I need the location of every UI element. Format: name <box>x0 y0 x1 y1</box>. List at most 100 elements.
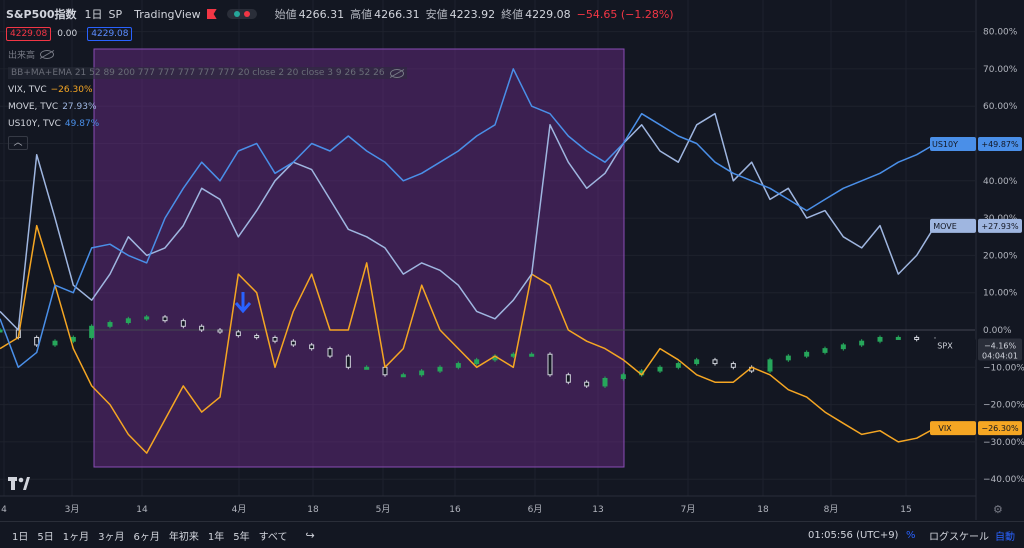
legend-value: −26.30% <box>50 85 93 95</box>
range-6m-button[interactable]: 6ヶ月 <box>133 531 160 543</box>
volume-label: 出来高 <box>8 51 36 61</box>
range-1m-button[interactable]: 1ヶ月 <box>62 531 90 543</box>
market-status-icon[interactable] <box>226 9 257 19</box>
legend-value: 27.93% <box>62 102 97 112</box>
time-tick-label: 18 <box>307 505 319 515</box>
spx-candle <box>345 355 351 368</box>
tradingview-logo-icon[interactable] <box>8 477 32 495</box>
range-1y-button[interactable]: 1年 <box>207 531 225 543</box>
range-ytd-button[interactable]: 年初来 <box>168 531 199 543</box>
spx-candle <box>272 336 278 342</box>
symbol-header: S&P500指数 1日 SP TradingView 始値 4266.31 高値 4… <box>6 4 674 24</box>
spx-candle <box>125 318 131 324</box>
clock[interactable]: 01:05:56 (UTC+9) <box>808 529 899 541</box>
down-arrow-icon <box>234 292 252 314</box>
spx-candle <box>657 366 663 372</box>
spx-candle <box>914 336 920 340</box>
spx-candle <box>327 348 333 357</box>
price-label-value: +27.93% <box>981 222 1019 231</box>
auto-scale-toggle[interactable]: 自動 <box>995 531 1015 543</box>
time-tick-label: 18 <box>757 505 769 515</box>
price-tick-label: 20.00% <box>983 251 1018 261</box>
symbol-name[interactable]: S&P500指数 <box>6 8 77 21</box>
spx-candle <box>602 377 608 387</box>
spx-candle <box>455 363 461 368</box>
timeframe[interactable]: 1日 <box>84 8 103 21</box>
spx-candle <box>144 316 150 320</box>
price-label-value: −26.30% <box>981 424 1019 433</box>
spx-candle <box>547 353 553 376</box>
price-tick-label: −30.00% <box>983 438 1024 448</box>
range-1d-button[interactable]: 1日 <box>12 531 29 543</box>
volume-indicator[interactable]: 出来高 <box>8 48 55 61</box>
time-tick-label: 4月 <box>232 504 247 515</box>
buy-button[interactable]: 4229.08 <box>87 27 133 41</box>
range-5d-button[interactable]: 5日 <box>37 531 54 543</box>
time-tick-label: 13 <box>592 505 603 515</box>
legend-name: US10Y, TVC <box>8 119 61 129</box>
calendar-goto-icon[interactable]: ↪ <box>305 528 315 542</box>
time-scale: 4 3月 14 4月 18 5月 16 6月 13 7月 18 8月 15 <box>1 504 912 515</box>
price-tick-label: −40.00% <box>983 475 1024 485</box>
legend-move[interactable]: MOVE, TVC 27.93% <box>8 102 97 112</box>
spx-candle <box>785 355 791 361</box>
spx-candle <box>180 320 186 327</box>
price-label-bg <box>930 421 976 436</box>
spx-candle <box>419 370 425 376</box>
open-value: 4266.31 <box>298 7 345 21</box>
price-label-bg <box>930 218 976 233</box>
grid <box>0 0 975 496</box>
eye-hidden-icon[interactable] <box>389 68 404 78</box>
indicator-legend[interactable]: BB+MA+EMA 21 52 89 200 777 777 777 777 7… <box>8 67 407 79</box>
range-5y-button[interactable]: 5年 <box>233 531 250 543</box>
spx-candle <box>877 336 883 342</box>
percent-toggle[interactable]: % <box>906 529 916 541</box>
trade-row: 4229.08 0.00 4229.08 <box>6 27 133 41</box>
time-tick-label: 6月 <box>528 504 543 515</box>
indicator-label: BB+MA+EMA 21 52 89 200 777 777 777 777 7… <box>11 68 385 78</box>
spx-candles <box>0 314 938 388</box>
price-label-value-bg <box>978 338 1022 361</box>
close-label: 終値 <box>501 8 524 21</box>
eye-hidden-icon[interactable] <box>40 50 55 59</box>
legend-name: MOVE, TVC <box>8 102 59 112</box>
price-label-vix: VIX −26.30% <box>930 421 1022 436</box>
open-label: 始値 <box>274 8 297 21</box>
series-lines <box>0 68 936 454</box>
price-tick-label: 80.00% <box>983 28 1018 38</box>
range-all-button[interactable]: すべて <box>258 531 288 543</box>
collapse-legend-icon[interactable]: ︿ <box>8 136 28 150</box>
gear-icon[interactable]: ⚙ <box>993 503 1003 516</box>
series-line-vix <box>0 224 936 454</box>
spx-candle <box>199 325 205 331</box>
time-tick-label: 16 <box>449 505 461 515</box>
spx-candle <box>290 340 296 346</box>
sell-button[interactable]: 4229.08 <box>6 27 52 41</box>
spx-candle <box>895 336 901 340</box>
flag-icon[interactable] <box>206 9 217 19</box>
price-labels: US10Y +49.87% MOVE +27.93% SPX −4.16%04:04:01… <box>930 136 1022 436</box>
time-tick-label: 4 <box>1 505 7 515</box>
legend-us10y[interactable]: US10Y, TVC 49.87% <box>8 119 99 129</box>
price-label-name: SPX <box>937 342 953 351</box>
legend-vix[interactable]: VIX, TVC −26.30% <box>8 85 93 95</box>
price-label-move: MOVE +27.93% <box>930 218 1022 233</box>
price-label-us10y: US10Y +49.87% <box>930 136 1022 151</box>
spx-candle <box>89 325 95 338</box>
change-value: −54.65 (−1.28%) <box>576 7 674 21</box>
price-tick-label: 0.00% <box>983 326 1012 336</box>
price-label-spx: SPX −4.16%04:04:01 <box>930 338 1022 361</box>
spx-candle <box>0 329 3 333</box>
spx-candle <box>767 359 773 372</box>
chart-canvas[interactable]: 80.00%70.00%60.00%50.00%40.00%30.00%20.0… <box>0 0 1024 520</box>
spx-candle <box>34 336 40 346</box>
time-tick-label: 8月 <box>824 504 839 515</box>
spx-candle <box>565 374 571 383</box>
spx-candle <box>529 353 535 357</box>
spx-candle <box>804 351 810 357</box>
highlight-rectangle[interactable] <box>93 48 625 468</box>
log-scale-toggle[interactable]: ログスケール <box>929 531 989 543</box>
price-label-name: MOVE <box>933 222 957 231</box>
range-3m-button[interactable]: 3ヶ月 <box>98 531 125 543</box>
price-label-value: −4.16% <box>984 342 1017 351</box>
